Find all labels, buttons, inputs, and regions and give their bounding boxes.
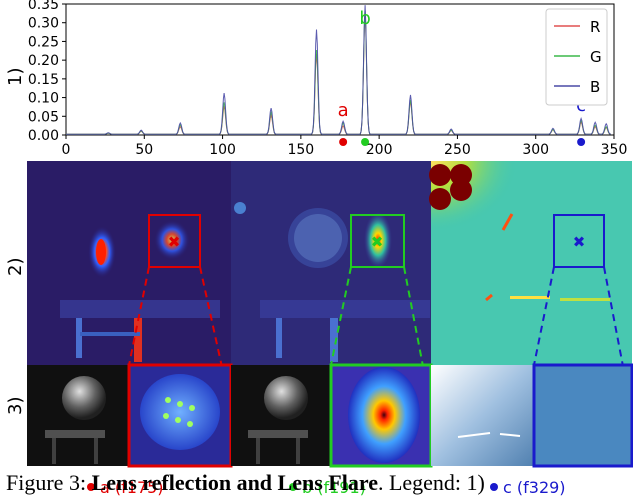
bottom-label-c: c (f329) bbox=[490, 478, 566, 497]
x-tick-label: 50 bbox=[135, 142, 153, 158]
row-label-2: 2) bbox=[5, 258, 26, 276]
zoom-panel-a bbox=[127, 363, 233, 468]
bottom-label-c-text: c (f329) bbox=[503, 478, 566, 497]
bottom-label-b-text: b (f191) bbox=[302, 478, 366, 497]
crop-box-b bbox=[350, 214, 405, 268]
y-tick-label: 0.00 bbox=[28, 128, 59, 144]
photo-panel-b bbox=[231, 365, 331, 466]
marker-x-c: ✖ bbox=[573, 233, 586, 251]
x-tick-label: 150 bbox=[287, 142, 314, 158]
plot-frame bbox=[65, 3, 615, 136]
x-tick-label: 350 bbox=[601, 142, 628, 158]
figure-caption: Figure 3: Lens reflection and Lens Flare… bbox=[6, 470, 485, 496]
zoom-panel-b bbox=[329, 363, 433, 468]
y-tick-label: 0.20 bbox=[28, 53, 59, 69]
legend-label-b: B bbox=[590, 78, 600, 96]
zoom-panel-c bbox=[532, 363, 633, 468]
caption-bold: Lens reflection and Lens Flare bbox=[91, 470, 378, 495]
row-label-3: 3) bbox=[5, 397, 26, 415]
bottom-label-a: a (f175) bbox=[87, 478, 164, 497]
caption-rest: . Legend: 1) bbox=[377, 470, 485, 495]
row-label-1: 1) bbox=[5, 68, 26, 86]
annotation-dot-b bbox=[361, 138, 370, 146]
bottom-dot-b bbox=[289, 483, 297, 491]
heatmap-panel-a: ✖ bbox=[27, 161, 231, 365]
photo-panel-a bbox=[27, 365, 129, 466]
y-tick-label: 0.05 bbox=[28, 109, 59, 125]
annotation-label-a: a bbox=[338, 100, 349, 121]
x-tick-label: 100 bbox=[209, 142, 236, 158]
annotation-dot-a bbox=[339, 138, 348, 146]
legend-label-r: R bbox=[590, 18, 600, 36]
bottom-dot-c bbox=[490, 483, 498, 491]
heatmap-panel-b: ✖ bbox=[231, 161, 431, 365]
crop-box-c bbox=[553, 214, 605, 268]
annotation-label-b: b bbox=[359, 8, 370, 29]
caption-prefix: Figure 3: bbox=[6, 470, 92, 495]
x-tick-label: 0 bbox=[62, 142, 71, 158]
bottom-label-a-text: a (f175) bbox=[100, 478, 164, 497]
y-tick-label: 0.25 bbox=[28, 34, 59, 50]
bottom-dot-a bbox=[87, 483, 95, 491]
y-tick-label: 0.35 bbox=[28, 0, 59, 13]
y-tick-label: 0.10 bbox=[28, 91, 59, 107]
legend-label-g: G bbox=[590, 48, 602, 66]
spectrum-chart: 0.00 0.05 0.10 0.15 0.20 0.25 0.30 0.35 0 50 100 1… bbox=[28, 0, 628, 158]
marker-x-a: ✖ bbox=[168, 233, 181, 251]
y-tick-label: 0.30 bbox=[28, 16, 59, 32]
x-tick-label: 250 bbox=[444, 142, 471, 158]
series-line-b bbox=[66, 5, 612, 135]
crop-box-a bbox=[148, 214, 201, 268]
x-tick-label: 200 bbox=[366, 142, 393, 158]
legend: RGB bbox=[545, 8, 608, 106]
y-tick-label: 0.15 bbox=[28, 72, 59, 88]
bottom-label-b: b (f191) bbox=[289, 478, 366, 497]
annotation-dot-c bbox=[577, 138, 586, 146]
x-tick-label: 300 bbox=[522, 142, 549, 158]
legend-box bbox=[545, 8, 608, 106]
heatmap-panel-c: ✖ bbox=[429, 161, 632, 365]
marker-x-b: ✖ bbox=[371, 233, 384, 251]
photo-panel-c bbox=[431, 365, 534, 466]
